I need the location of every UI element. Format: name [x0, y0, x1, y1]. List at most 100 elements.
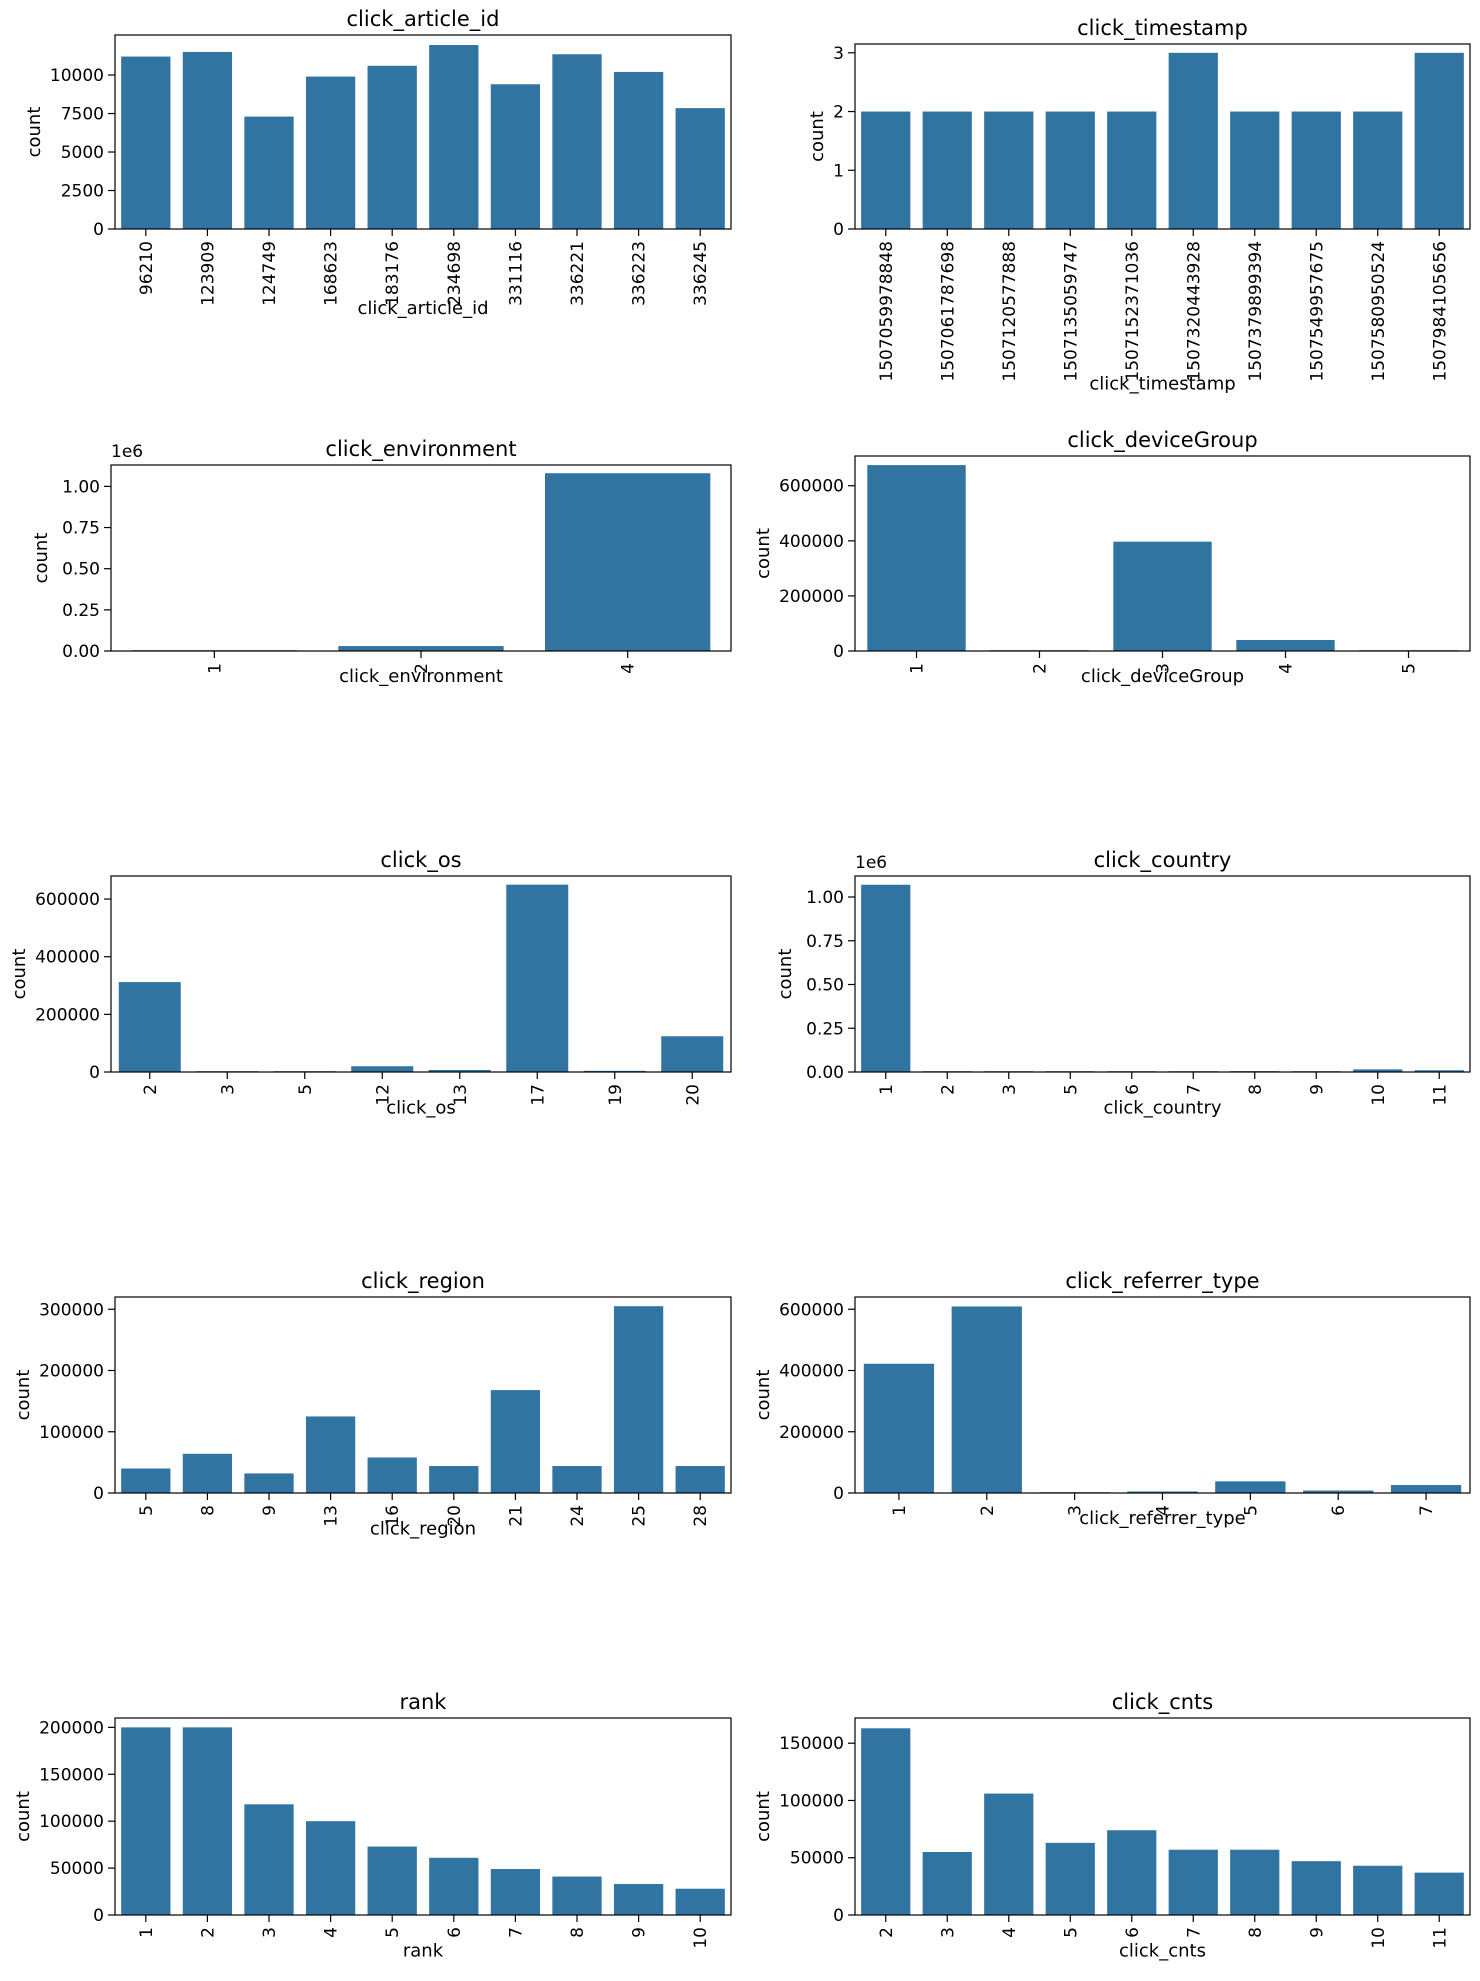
x-tick-label: 1507152371036: [1123, 241, 1143, 382]
chart-3: 0.00 0.25 0.50 0.75 1.00 1 2 4 click_environment…: [31, 437, 732, 687]
x-tick-label: 16: [383, 1505, 403, 1527]
x-tick-label: 96210: [137, 241, 157, 295]
x-tick-label: 10: [1369, 1084, 1389, 1106]
y-axis-label: count: [753, 528, 774, 579]
chart-title: click_cnts: [1112, 1690, 1213, 1715]
y-axis-label: count: [753, 1791, 774, 1842]
x-tick-label: 234698: [445, 241, 465, 306]
plot-frame: [114, 1717, 732, 1916]
bar: [182, 1453, 233, 1493]
bar: [552, 54, 602, 229]
bar: [490, 1390, 541, 1493]
bar: [1215, 1481, 1286, 1493]
chart-title: click_deviceGroup: [1067, 428, 1257, 453]
x-tick-label: 11: [1430, 1927, 1450, 1949]
x-tick-label: 6: [1123, 1084, 1143, 1095]
x-tick-label: 4: [322, 1927, 342, 1938]
bar: [613, 1884, 664, 1915]
chart-title: click_environment: [325, 437, 516, 462]
bar: [1230, 111, 1280, 229]
x-tick-label: 1: [908, 663, 928, 674]
bar: [545, 473, 711, 651]
x-axis-label: click_os: [386, 1098, 456, 1119]
x-tick-label: 9: [1307, 1084, 1327, 1095]
y-tick-label: 400000: [779, 1362, 844, 1382]
x-tick-label: 7: [1184, 1927, 1204, 1938]
x-tick-label: 7: [1184, 1084, 1204, 1095]
x-axis-label: rank: [403, 1941, 444, 1962]
x-tick-label: 1507061787698: [938, 241, 958, 382]
bar: [1353, 1069, 1403, 1073]
x-tick-label: 7: [506, 1927, 526, 1938]
chart-title: click_os: [380, 848, 461, 873]
bar: [1113, 541, 1212, 651]
x-axis-label: click_environment: [339, 666, 503, 687]
x-axis-label: click_article_id: [357, 298, 488, 319]
bar: [951, 1306, 1022, 1493]
y-tick-label: 400000: [35, 948, 100, 968]
bar: [121, 56, 171, 230]
x-tick-label: 336223: [630, 241, 650, 306]
x-tick-label: 8: [568, 1927, 588, 1938]
y-tick-label: 600000: [779, 477, 844, 497]
x-tick-label: 6: [445, 1927, 465, 1938]
y-tick-label: 50000: [50, 1859, 104, 1879]
x-tick-label: 168623: [322, 241, 342, 306]
x-tick-label: 2: [877, 1927, 897, 1938]
x-tick-label: 8: [1246, 1084, 1266, 1095]
x-tick-label: 5: [1400, 663, 1420, 674]
y-tick-label: 10000: [50, 66, 104, 86]
bar: [861, 111, 911, 229]
y-tick-label: 0.00: [62, 642, 100, 662]
bar: [984, 111, 1034, 229]
bar: [305, 1821, 356, 1915]
bar: [613, 71, 664, 229]
bar: [1303, 1490, 1374, 1493]
x-tick-label: 1507379899394: [1246, 241, 1266, 382]
x-tick-label: 4: [1000, 1927, 1020, 1938]
bar: [121, 1727, 171, 1915]
bar: [182, 51, 233, 229]
x-tick-label: 13: [322, 1505, 342, 1527]
x-tick-label: 336221: [568, 241, 588, 306]
chart-title: click_country: [1094, 848, 1232, 873]
y-tick-label: 0: [833, 1484, 844, 1504]
x-tick-label: 1507549957675: [1307, 241, 1327, 382]
x-tick-label: 9: [630, 1927, 650, 1938]
bar: [1045, 1842, 1095, 1915]
x-tick-label: 12: [373, 1084, 393, 1106]
x-tick-label: 13: [451, 1084, 471, 1106]
bar: [1291, 111, 1341, 229]
bar: [863, 1363, 935, 1493]
x-tick-label: 1: [205, 663, 225, 674]
x-tick-label: 1507580950524: [1369, 241, 1389, 382]
y-tick-label: 200000: [39, 1362, 104, 1382]
y-tick-label: 0.25: [62, 601, 100, 621]
y-axis-label: count: [13, 1370, 34, 1421]
x-tick-label: 2: [412, 663, 432, 674]
x-axis-label: click_timestamp: [1089, 373, 1235, 394]
bar: [490, 1869, 541, 1915]
bar: [338, 646, 504, 651]
x-tick-label: 3: [1000, 1084, 1020, 1095]
plot-frame: [854, 875, 1471, 1073]
bar: [1291, 1861, 1341, 1915]
y-axis-label: count: [807, 111, 828, 162]
y-tick-label: 600000: [35, 890, 100, 910]
x-tick-label: 1507120577888: [1000, 241, 1020, 382]
x-tick-label: 1: [877, 1084, 897, 1095]
bar: [367, 1846, 417, 1915]
y-tick-label: 400000: [779, 532, 844, 552]
y-tick-label: 50000: [790, 1849, 844, 1869]
bar: [506, 884, 569, 1072]
y-tick-label: 2: [833, 103, 844, 123]
x-tick-label: 2: [1031, 663, 1051, 674]
bar: [367, 65, 417, 229]
x-tick-label: 4: [619, 663, 639, 674]
y-tick-label: 0: [833, 220, 844, 240]
x-tick-label: 1507320443928: [1184, 241, 1204, 382]
bar: [244, 1804, 294, 1915]
x-tick-label: 5: [1241, 1505, 1261, 1516]
bar: [1414, 52, 1464, 230]
chart-title: click_referrer_type: [1065, 1269, 1259, 1294]
